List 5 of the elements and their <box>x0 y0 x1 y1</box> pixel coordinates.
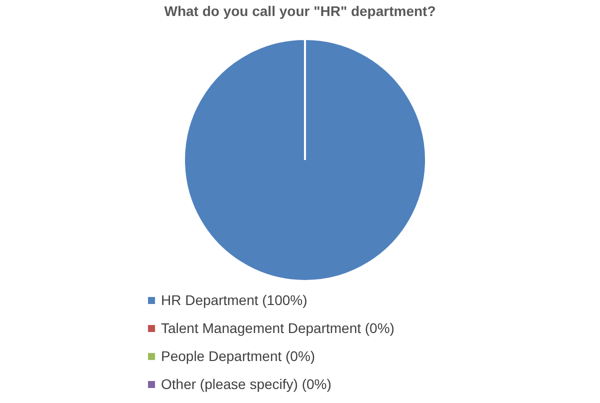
legend-label: People Department (0%) <box>161 348 316 364</box>
legend-label: Other (please specify) (0%) <box>161 376 332 392</box>
chart-title: What do you call your "HR" department? <box>163 3 437 19</box>
legend-label: Talent Management Department (0%) <box>161 320 394 336</box>
legend-label: HR Department (100%) <box>161 292 308 308</box>
